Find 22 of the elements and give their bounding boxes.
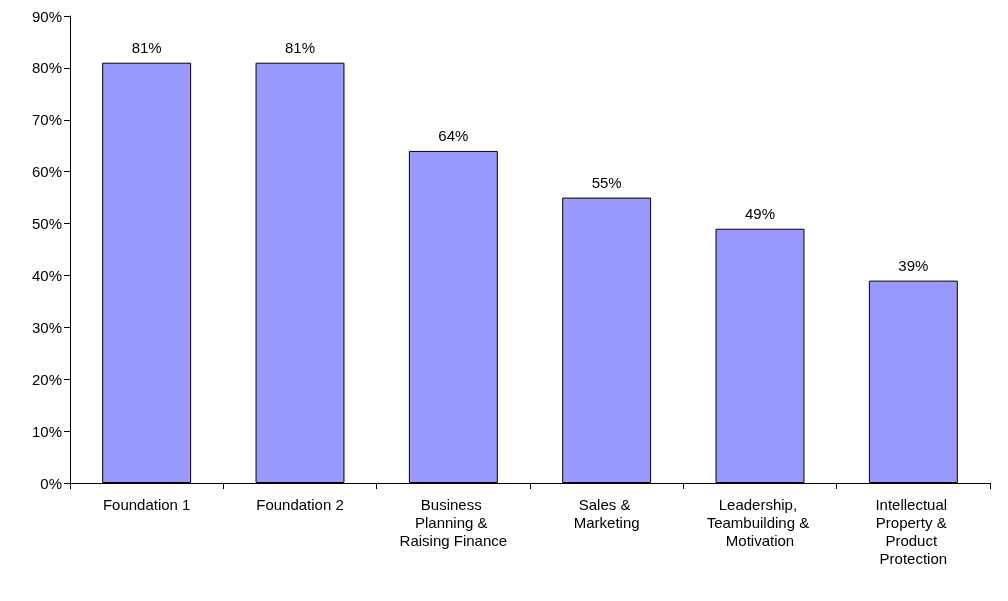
y-tick-label: 40%	[31, 266, 62, 284]
data-label: 55%	[591, 173, 622, 191]
y-tick-label: 30%	[31, 318, 62, 336]
x-tick-label: Sales & Marketing	[573, 495, 640, 531]
y-tick-label: 60%	[31, 163, 62, 181]
y-tick-label: 0%	[40, 474, 62, 492]
data-label: 64%	[438, 126, 469, 144]
y-tick-label: 90%	[31, 7, 62, 25]
x-tick-label: Intellectual Property & Product Protection	[875, 495, 952, 567]
y-tick-label: 20%	[31, 370, 62, 388]
y-tick-label: 50%	[31, 215, 62, 233]
x-tick-label: Foundation 1	[102, 495, 191, 513]
data-label: 81%	[284, 38, 316, 56]
y-tick-label: 70%	[31, 111, 62, 129]
x-tick-label: Leadership, Teambuilding & Motivation	[706, 495, 814, 549]
x-tick-label: Foundation 2	[256, 495, 344, 513]
y-tick-label: 10%	[31, 422, 62, 440]
y-tick-label: 80%	[31, 59, 62, 77]
data-label: 81%	[131, 38, 162, 56]
data-label: 49%	[744, 204, 776, 222]
data-label: 39%	[898, 256, 929, 274]
x-tick-label: Business Planning & Raising Finance	[399, 495, 508, 549]
